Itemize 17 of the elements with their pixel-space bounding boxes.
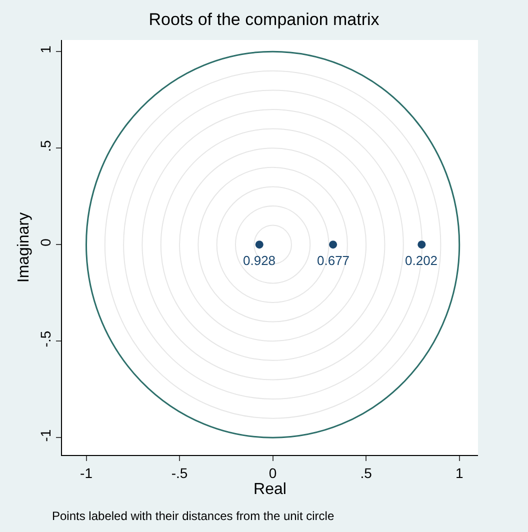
x-tick-label: -1 [80, 464, 93, 481]
x-tick-label: 0 [268, 464, 277, 481]
text: Points labeled with their distances from the unit circle [52, 509, 334, 523]
y-tick-label: .5 [37, 140, 54, 152]
annotation: 0.202 [405, 253, 438, 268]
chart-title: Roots of the companion matrix [148, 10, 380, 30]
annotation: 0.677 [317, 253, 350, 268]
y-tick-label: 0 [37, 238, 54, 246]
x-tick-label: .5 [360, 464, 372, 481]
annotation: 0.928 [243, 253, 276, 268]
y-tick-label: 1 [37, 45, 54, 54]
x-tick-label: -.5 [171, 464, 188, 481]
y-tick-label: -1 [37, 429, 54, 442]
y-axis-title: Imaginary [15, 212, 32, 283]
x-tick-label: 1 [455, 464, 464, 481]
y-tick-label: -.5 [37, 330, 54, 348]
x-axis-title: Real [254, 480, 286, 498]
